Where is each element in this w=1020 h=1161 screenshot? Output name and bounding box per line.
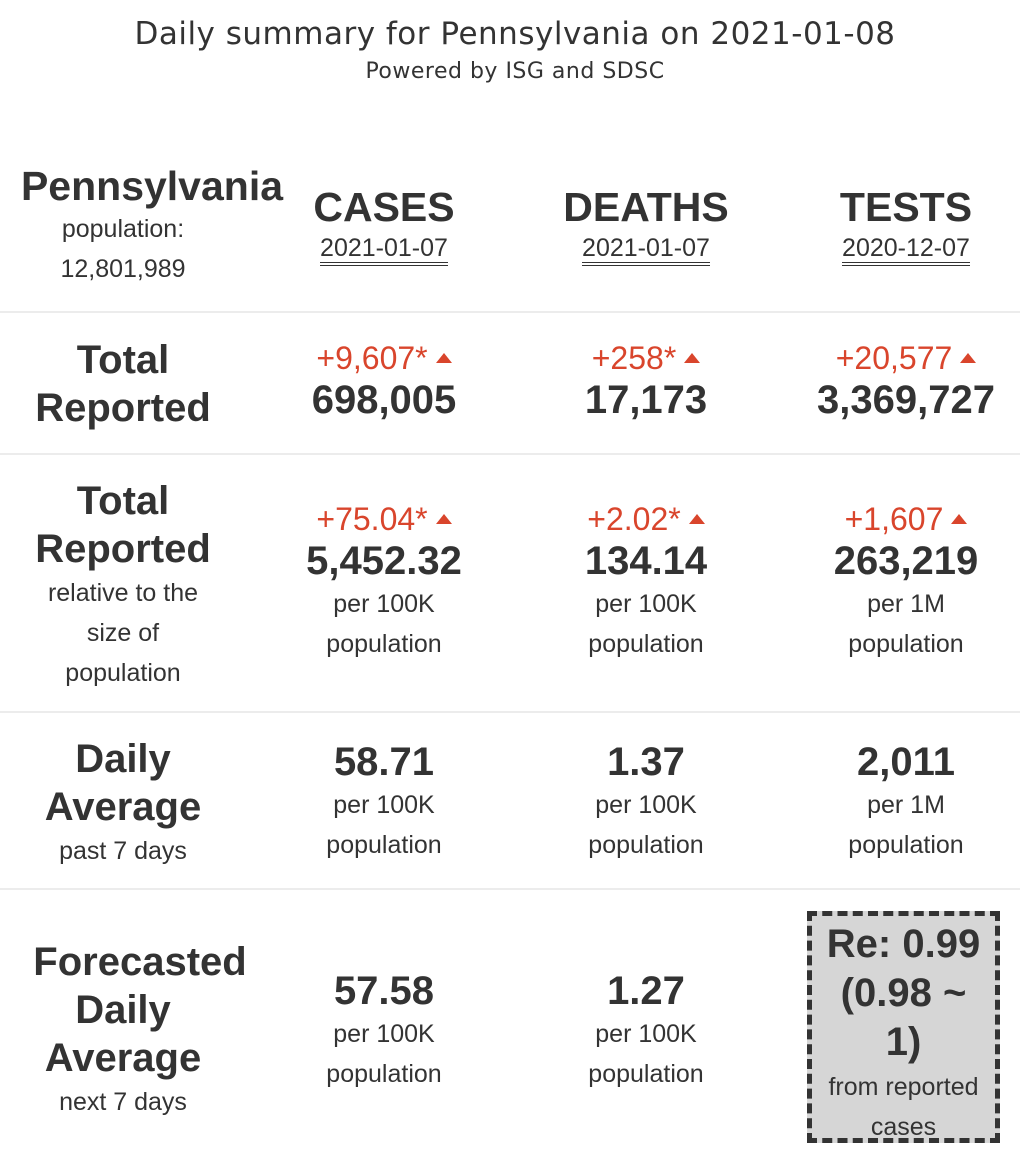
total-deaths-cell: +258* 17,173 — [546, 339, 746, 423]
forecast-cases-cell: 57.58 per 100K population — [284, 968, 484, 1094]
increase-icon — [435, 513, 452, 524]
total-label-line2: Reported — [35, 386, 211, 430]
total-cases-value: 698,005 — [311, 378, 457, 422]
row-divider — [0, 711, 1020, 713]
row-divider — [0, 453, 1020, 455]
page-subtitle: Powered by ISG and SDSC — [365, 59, 665, 84]
daily-cases-unit1: per 100K — [333, 791, 435, 819]
cases-column-header: CASES 2021-01-07 — [284, 185, 484, 266]
forecast-label: Forecasted Daily Average next 7 days — [0, 938, 280, 1122]
total-cases-cell: +9,607* 698,005 — [284, 339, 484, 423]
relative-tests-value: 263,219 — [833, 539, 979, 583]
forecast-label-line3: Average — [44, 1036, 202, 1080]
re-line1: Re: 0.99 — [826, 922, 981, 966]
relative-cases-unit1: per 100K — [333, 590, 435, 618]
deaths-date[interactable]: 2021-01-07 — [582, 234, 710, 266]
daily-sub1: past 7 days — [59, 837, 187, 865]
daily-average-label: Daily Average past 7 days — [0, 735, 246, 871]
relative-sub3: population — [65, 659, 181, 687]
daily-tests-unit2: population — [848, 831, 964, 859]
relative-sub1: relative to the — [47, 579, 199, 607]
relative-tests-cell: +1,607 263,219 per 1M population — [806, 500, 1006, 664]
daily-tests-cell: 2,011 per 1M population — [806, 739, 1006, 865]
re-sub2: cases — [870, 1113, 937, 1141]
relative-tests-unit1: per 1M — [867, 590, 945, 618]
total-tests-cell: +20,577 3,369,727 — [796, 339, 1016, 423]
total-tests-value: 3,369,727 — [817, 378, 995, 422]
daily-deaths-unit1: per 100K — [595, 791, 697, 819]
cases-date[interactable]: 2021-01-07 — [320, 234, 448, 266]
tests-header-label: TESTS — [839, 184, 973, 230]
relative-cases-change: +75.04* — [284, 500, 484, 538]
daily-tests-value: 2,011 — [857, 740, 955, 784]
deaths-header-label: DEATHS — [563, 184, 729, 230]
relative-deaths-change: +2.02* — [546, 500, 746, 538]
daily-label-line2: Average — [44, 785, 202, 829]
relative-deaths-cell: +2.02* 134.14 per 100K population — [546, 500, 746, 664]
increase-icon — [951, 513, 968, 524]
relative-deaths-value: 134.14 — [584, 539, 708, 583]
daily-label-line1: Daily — [75, 737, 171, 781]
tests-column-header: TESTS 2020-12-07 — [806, 185, 1006, 266]
daily-tests-unit1: per 1M — [867, 791, 945, 819]
daily-deaths-unit2: population — [588, 831, 704, 859]
re-line2: (0.98 ~ — [840, 971, 967, 1015]
forecast-label-line2: Daily — [75, 988, 171, 1032]
forecast-deaths-unit2: population — [588, 1060, 704, 1088]
increase-icon — [688, 513, 705, 524]
forecast-deaths-unit1: per 100K — [595, 1020, 697, 1048]
relative-label-line1: Total — [76, 479, 170, 523]
page-title: Daily summary for Pennsylvania on 2021-0… — [134, 16, 896, 52]
population-label: population: — [61, 215, 185, 243]
forecast-cases-unit2: population — [326, 1060, 442, 1088]
tests-date[interactable]: 2020-12-07 — [842, 234, 970, 266]
re-line3: 1) — [885, 1020, 922, 1064]
daily-cases-cell: 58.71 per 100K population — [284, 739, 484, 865]
relative-deaths-unit1: per 100K — [595, 590, 697, 618]
forecast-cases-value: 57.58 — [333, 969, 435, 1013]
cases-header-label: CASES — [313, 184, 455, 230]
forecast-deaths-cell: 1.27 per 100K population — [546, 968, 746, 1094]
total-reported-label: Total Reported — [0, 336, 246, 432]
relative-deaths-unit2: population — [588, 630, 704, 658]
re-sub1: from reported — [828, 1073, 979, 1101]
deaths-column-header: DEATHS 2021-01-07 — [536, 185, 756, 266]
relative-label-line2: Reported — [35, 527, 211, 571]
state-header: Pennsylvania population: 12,801,989 — [0, 163, 304, 289]
population-value: 12,801,989 — [60, 255, 186, 283]
increase-icon — [684, 352, 701, 363]
relative-tests-change: +1,607 — [806, 500, 1006, 538]
total-deaths-change: +258* — [546, 339, 746, 377]
relative-tests-unit2: population — [848, 630, 964, 658]
daily-cases-value: 58.71 — [333, 740, 435, 784]
state-name: Pennsylvania — [20, 163, 284, 209]
total-deaths-value: 17,173 — [584, 378, 708, 422]
row-divider — [0, 888, 1020, 890]
relative-label: Total Reported relative to the size of p… — [0, 477, 246, 693]
daily-deaths-cell: 1.37 per 100K population — [546, 739, 746, 865]
re-box: Re: 0.99 (0.98 ~ 1) from reported cases — [807, 911, 1000, 1143]
row-divider — [0, 311, 1020, 313]
increase-icon — [435, 352, 452, 363]
total-label-line1: Total — [76, 338, 170, 382]
increase-icon — [960, 352, 977, 363]
relative-cases-cell: +75.04* 5,452.32 per 100K population — [284, 500, 484, 664]
relative-sub2: size of — [86, 619, 160, 647]
daily-deaths-value: 1.37 — [607, 740, 685, 784]
forecast-sub1: next 7 days — [59, 1088, 187, 1116]
total-tests-change: +20,577 — [796, 339, 1016, 377]
re-value: Re: 0.99 (0.98 ~ 1) — [812, 916, 995, 1067]
daily-cases-unit2: population — [326, 831, 442, 859]
total-cases-change: +9,607* — [284, 339, 484, 377]
forecast-deaths-value: 1.27 — [607, 969, 685, 1013]
forecast-cases-unit1: per 100K — [333, 1020, 435, 1048]
forecast-label-line1: Forecasted — [33, 940, 247, 984]
relative-cases-unit2: population — [326, 630, 442, 658]
relative-cases-value: 5,452.32 — [306, 539, 462, 583]
